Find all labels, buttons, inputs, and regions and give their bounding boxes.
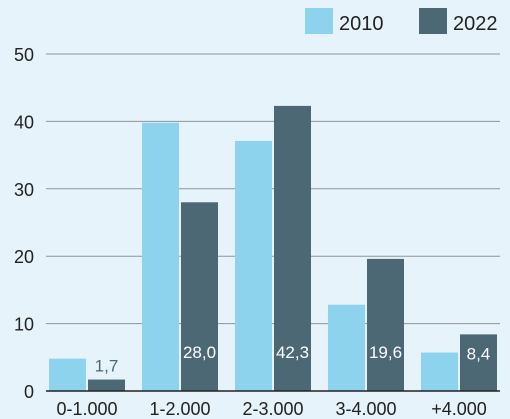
y-tick-label: 30: [14, 180, 34, 200]
x-tick-label: 2-3.000: [242, 399, 303, 419]
x-tick-label: 0-1.000: [56, 399, 117, 419]
bar-2010-2: [235, 140, 272, 391]
data-label: 28,0: [183, 343, 216, 362]
y-tick-label: 0: [24, 382, 34, 402]
x-tick-label: 3-4.000: [335, 399, 396, 419]
legend-label-2010: 2010: [339, 13, 384, 35]
data-label: 19,6: [369, 343, 402, 362]
bar-2022-4: [460, 334, 497, 391]
legend-swatch-2022: [419, 8, 447, 34]
bar-2022-1: [181, 202, 218, 391]
bar-2010-0: [49, 358, 86, 391]
bar-2022-2: [274, 105, 311, 391]
y-tick-label: 10: [14, 315, 34, 335]
data-label: 1,7: [95, 357, 119, 376]
data-label: 8,4: [467, 344, 491, 363]
legend-label-2022: 2022: [453, 13, 498, 35]
x-tick-label: 1-2.000: [149, 399, 210, 419]
bar-2010-4: [421, 352, 458, 391]
bar-2022-3: [367, 258, 404, 391]
bar-2010-3: [328, 304, 365, 391]
y-tick-label: 40: [14, 112, 34, 132]
bar-2022-0: [88, 379, 125, 391]
data-label: 42,3: [276, 343, 309, 362]
legend-swatch-2010: [305, 8, 333, 34]
x-tick-label: +4.000: [431, 399, 487, 419]
y-tick-label: 50: [14, 45, 34, 65]
bar-2010-1: [142, 122, 179, 392]
y-tick-label: 20: [14, 247, 34, 267]
